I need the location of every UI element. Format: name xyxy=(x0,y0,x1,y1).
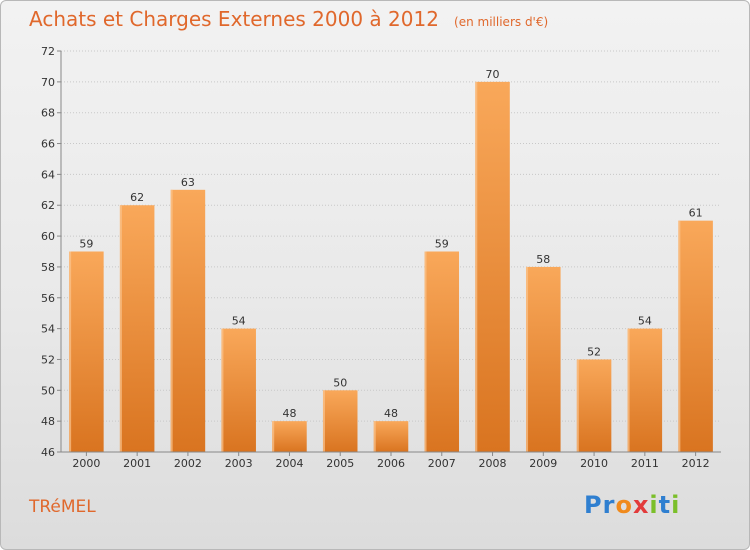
y-tick-label: 56 xyxy=(41,292,55,305)
x-tick-label: 2003 xyxy=(225,457,253,470)
bar-highlight xyxy=(373,421,376,452)
chart-subtitle: (en milliers d'€) xyxy=(454,15,549,29)
data-label: 48 xyxy=(384,407,398,420)
data-label: 70 xyxy=(486,68,500,81)
bar-highlight xyxy=(627,328,630,452)
bar-2001[interactable] xyxy=(119,205,155,452)
bar-2012[interactable] xyxy=(678,220,713,452)
data-label: 48 xyxy=(282,407,296,420)
bar-highlight xyxy=(678,220,681,452)
y-tick-label: 68 xyxy=(41,107,55,120)
grid-layer xyxy=(61,50,721,453)
bar-2000[interactable] xyxy=(69,251,104,453)
bar-2002[interactable] xyxy=(170,189,206,453)
data-label: 63 xyxy=(181,176,195,189)
logo-letter: o xyxy=(615,491,633,519)
y-tick-label: 72 xyxy=(41,45,55,58)
data-label: 54 xyxy=(232,315,246,328)
logo-letter: t xyxy=(658,491,672,519)
y-tick-label: 48 xyxy=(41,415,55,428)
y-tick-label: 62 xyxy=(41,199,55,212)
bar-highlight xyxy=(322,390,325,452)
y-tick-label: 50 xyxy=(41,384,55,397)
chart-title: Achats et Charges Externes 2000 à 2012 xyxy=(29,7,439,31)
logo-letter: r xyxy=(602,491,616,519)
y-tick-label: 46 xyxy=(41,446,55,459)
data-label: 58 xyxy=(536,253,550,266)
bar-highlight xyxy=(272,421,275,452)
logo-letter: x xyxy=(632,491,650,519)
x-tick-label: 2010 xyxy=(580,457,608,470)
bar-2005[interactable] xyxy=(322,390,358,452)
bar-2008[interactable] xyxy=(475,81,510,452)
bar-highlight xyxy=(170,189,173,453)
axis-layer: 46 48 50 52 54 56 58 60 62 64 66 68 70 72 2000 2001 2002… xyxy=(41,45,721,470)
proxiti-logo[interactable]: Proxiti xyxy=(584,491,680,519)
y-tick-label: 60 xyxy=(41,230,55,243)
x-tick-label: 2009 xyxy=(529,457,557,470)
logo-letter: i xyxy=(671,491,681,519)
bar-2011[interactable] xyxy=(627,328,663,452)
bar-highlight xyxy=(526,266,529,452)
label-layer: 59 62 63 54 48 50 48 59 70 58 52 54 61 xyxy=(79,68,702,420)
x-tick-label: 2008 xyxy=(479,457,507,470)
data-label: 62 xyxy=(130,191,144,204)
bar-2004[interactable] xyxy=(272,421,307,452)
y-tick-label: 58 xyxy=(41,261,55,274)
y-tick-label: 66 xyxy=(41,138,55,151)
x-tick-label: 2007 xyxy=(428,457,456,470)
data-label: 52 xyxy=(587,345,601,358)
bar-highlight xyxy=(475,81,478,452)
y-tick-label: 54 xyxy=(41,323,55,336)
bar-highlight xyxy=(69,251,72,452)
bar-2007[interactable] xyxy=(424,251,460,453)
bar-2010[interactable] xyxy=(576,359,612,452)
data-label: 59 xyxy=(435,238,449,251)
data-label: 54 xyxy=(638,315,652,328)
y-tick-label: 64 xyxy=(41,168,55,181)
y-tick-label: 70 xyxy=(41,76,55,89)
bar-2003[interactable] xyxy=(221,328,256,452)
y-tick-label: 52 xyxy=(41,353,55,366)
bar-highlight xyxy=(576,359,579,452)
bar-highlight xyxy=(424,251,427,452)
bar-highlight xyxy=(119,205,122,452)
x-tick-label: 2005 xyxy=(326,457,354,470)
x-tick-label: 2004 xyxy=(275,457,303,470)
bar-highlight xyxy=(221,328,224,452)
x-tick-label: 2001 xyxy=(123,457,151,470)
logo-letter: P xyxy=(584,491,603,519)
x-tick-label: 2006 xyxy=(377,457,405,470)
bar-2006[interactable] xyxy=(373,421,409,452)
bar-2009[interactable] xyxy=(526,266,561,452)
commune-name: TRéMEL xyxy=(29,497,96,517)
logo-letter: i xyxy=(649,491,659,519)
x-tick-label: 2012 xyxy=(682,457,710,470)
title-row: Achats et Charges Externes 2000 à 2012 (… xyxy=(29,7,548,31)
data-label: 59 xyxy=(79,238,93,251)
data-label: 61 xyxy=(689,207,703,220)
x-tick-label: 2011 xyxy=(631,457,659,470)
x-tick-label: 2002 xyxy=(174,457,202,470)
x-tick-label: 2000 xyxy=(72,457,100,470)
bar-layer xyxy=(69,81,713,453)
data-label: 50 xyxy=(333,376,347,389)
